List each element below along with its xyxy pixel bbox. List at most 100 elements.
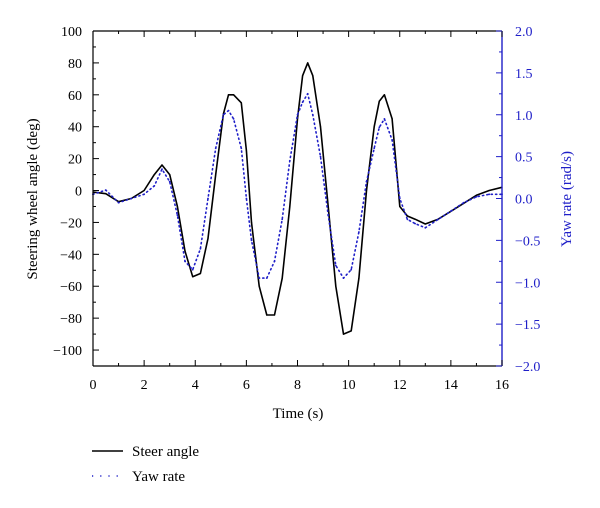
yaw-rate-point <box>214 147 217 150</box>
steer-angle-point <box>266 314 268 316</box>
yaw-rate-point <box>406 218 409 221</box>
yaw-rate-point <box>296 113 299 116</box>
steer-angle-point <box>153 174 155 176</box>
yaw-rate-point <box>191 268 194 271</box>
x-tick-label: 12 <box>393 378 407 393</box>
yaw-rate-point <box>378 126 381 129</box>
steer-angle-point <box>319 126 322 128</box>
yaw-rate-point <box>265 277 268 279</box>
steer-angle-point <box>335 285 337 287</box>
y-left-tick-label: 60 <box>68 89 82 104</box>
axes: 0 2 4 6 8 10 12 14 16 100 80 60 40 20 0 −20 −40 −60 −80 −10… <box>53 25 540 393</box>
yaw-rate-point <box>168 180 171 183</box>
y-right-tick-label: −1.0 <box>515 276 540 291</box>
steer-angle-point <box>414 218 416 220</box>
steer-angle-point <box>391 118 393 120</box>
yaw-rate-point <box>319 155 322 158</box>
steer-angle-point <box>105 193 107 195</box>
x-tick-label: 0 <box>90 378 97 393</box>
yaw-rate-point <box>227 109 230 112</box>
y-left-tick-label: −40 <box>60 248 82 263</box>
steer-angle-point <box>258 285 260 287</box>
x-tick-label: 16 <box>495 378 509 393</box>
yaw-rate-point <box>488 193 491 196</box>
yaw-rate-point <box>450 210 452 213</box>
yaw-rate-point <box>311 113 314 116</box>
yaw-rate-point <box>391 139 393 141</box>
x-axis-label: Time (s) <box>273 406 324 422</box>
yaw-rate-point <box>350 268 353 271</box>
yaw-rate-point <box>373 147 376 150</box>
yaw-rate-point <box>184 260 186 263</box>
y-left-tick-label: 100 <box>61 25 82 40</box>
y-axis-left-label: Steering wheel angle (deg) <box>25 118 41 279</box>
y-left-tick-label: −20 <box>60 216 82 231</box>
steer-angle-point <box>302 75 304 77</box>
steer-angle-point <box>184 250 186 252</box>
y-left-tick-label: −100 <box>53 344 82 359</box>
x-tick-label: 10 <box>342 378 356 393</box>
plot-area <box>92 62 503 335</box>
steer-angle-point <box>342 333 345 335</box>
steer-angle-point <box>289 205 291 208</box>
steer-angle-point <box>273 314 276 316</box>
steer-angle-point <box>475 194 477 196</box>
yaw-rate-point <box>199 247 202 250</box>
y-left-tick-label: 20 <box>68 153 82 168</box>
steer-angle-point <box>227 94 230 96</box>
steer-angle-point <box>307 62 309 64</box>
legend: Steer angle Yaw rate <box>92 444 199 485</box>
yaw-rate-point <box>301 101 304 104</box>
steer-angle-point <box>358 277 360 279</box>
y-right-tick-label: −1.5 <box>515 318 540 333</box>
yaw-rate-point <box>365 180 368 183</box>
yaw-rate-point <box>258 277 261 279</box>
legend-steer-label: Steer angle <box>132 444 199 460</box>
steer-angle-point <box>176 205 178 208</box>
steer-angle-point <box>399 205 401 208</box>
yaw-rate-point <box>334 264 337 267</box>
steer-angle-point <box>215 174 217 176</box>
steer-angle-point <box>169 174 171 176</box>
steer-angle-point <box>365 189 368 192</box>
yaw-rate-point <box>288 159 291 162</box>
y-right-tick-label: 2.0 <box>515 25 533 40</box>
yaw-rate-point <box>273 260 276 263</box>
yaw-rate-point <box>383 118 386 120</box>
steer-angle-point <box>250 221 253 223</box>
x-tick-label: 4 <box>192 378 199 393</box>
steer-angle-point <box>233 94 235 96</box>
steer-angle-point <box>192 276 194 278</box>
steer-angle-point <box>161 164 163 166</box>
x-tick-label: 14 <box>444 378 458 393</box>
yaw-rate-point <box>117 201 120 204</box>
steer-angle-point <box>488 189 490 192</box>
yaw-rate-point <box>250 239 253 242</box>
yaw-rate-point <box>358 231 360 233</box>
steer-angle-point <box>406 215 408 217</box>
yaw-rate-point <box>207 197 209 200</box>
steer-angle-point <box>199 272 201 275</box>
yaw-rate-point <box>104 189 107 192</box>
y-right-tick-label: 0.5 <box>515 151 533 166</box>
steer-angle-point <box>373 126 375 128</box>
yaw-rate-point <box>153 185 156 187</box>
yaw-rate-point <box>327 214 330 217</box>
y-right-tick-label: 1.5 <box>515 67 533 82</box>
yaw-rate-point <box>130 197 133 200</box>
yaw-rate-point <box>462 201 465 204</box>
yaw-rate-point <box>232 118 235 120</box>
y-left-tick-label: 80 <box>68 57 82 72</box>
yaw-rate-point <box>437 218 439 221</box>
yaw-rate-point <box>222 113 225 116</box>
steer-angle-point <box>240 102 242 104</box>
x-tick-label: 6 <box>243 378 250 393</box>
steer-angle-point <box>327 205 329 208</box>
steer-angle-point <box>207 237 209 239</box>
x-tick-label: 2 <box>141 378 148 393</box>
yaw-rate-point <box>143 193 146 196</box>
y-left-tick-label: 40 <box>68 121 82 136</box>
steer-angle-point <box>312 75 314 77</box>
yaw-rate-point <box>342 277 345 279</box>
